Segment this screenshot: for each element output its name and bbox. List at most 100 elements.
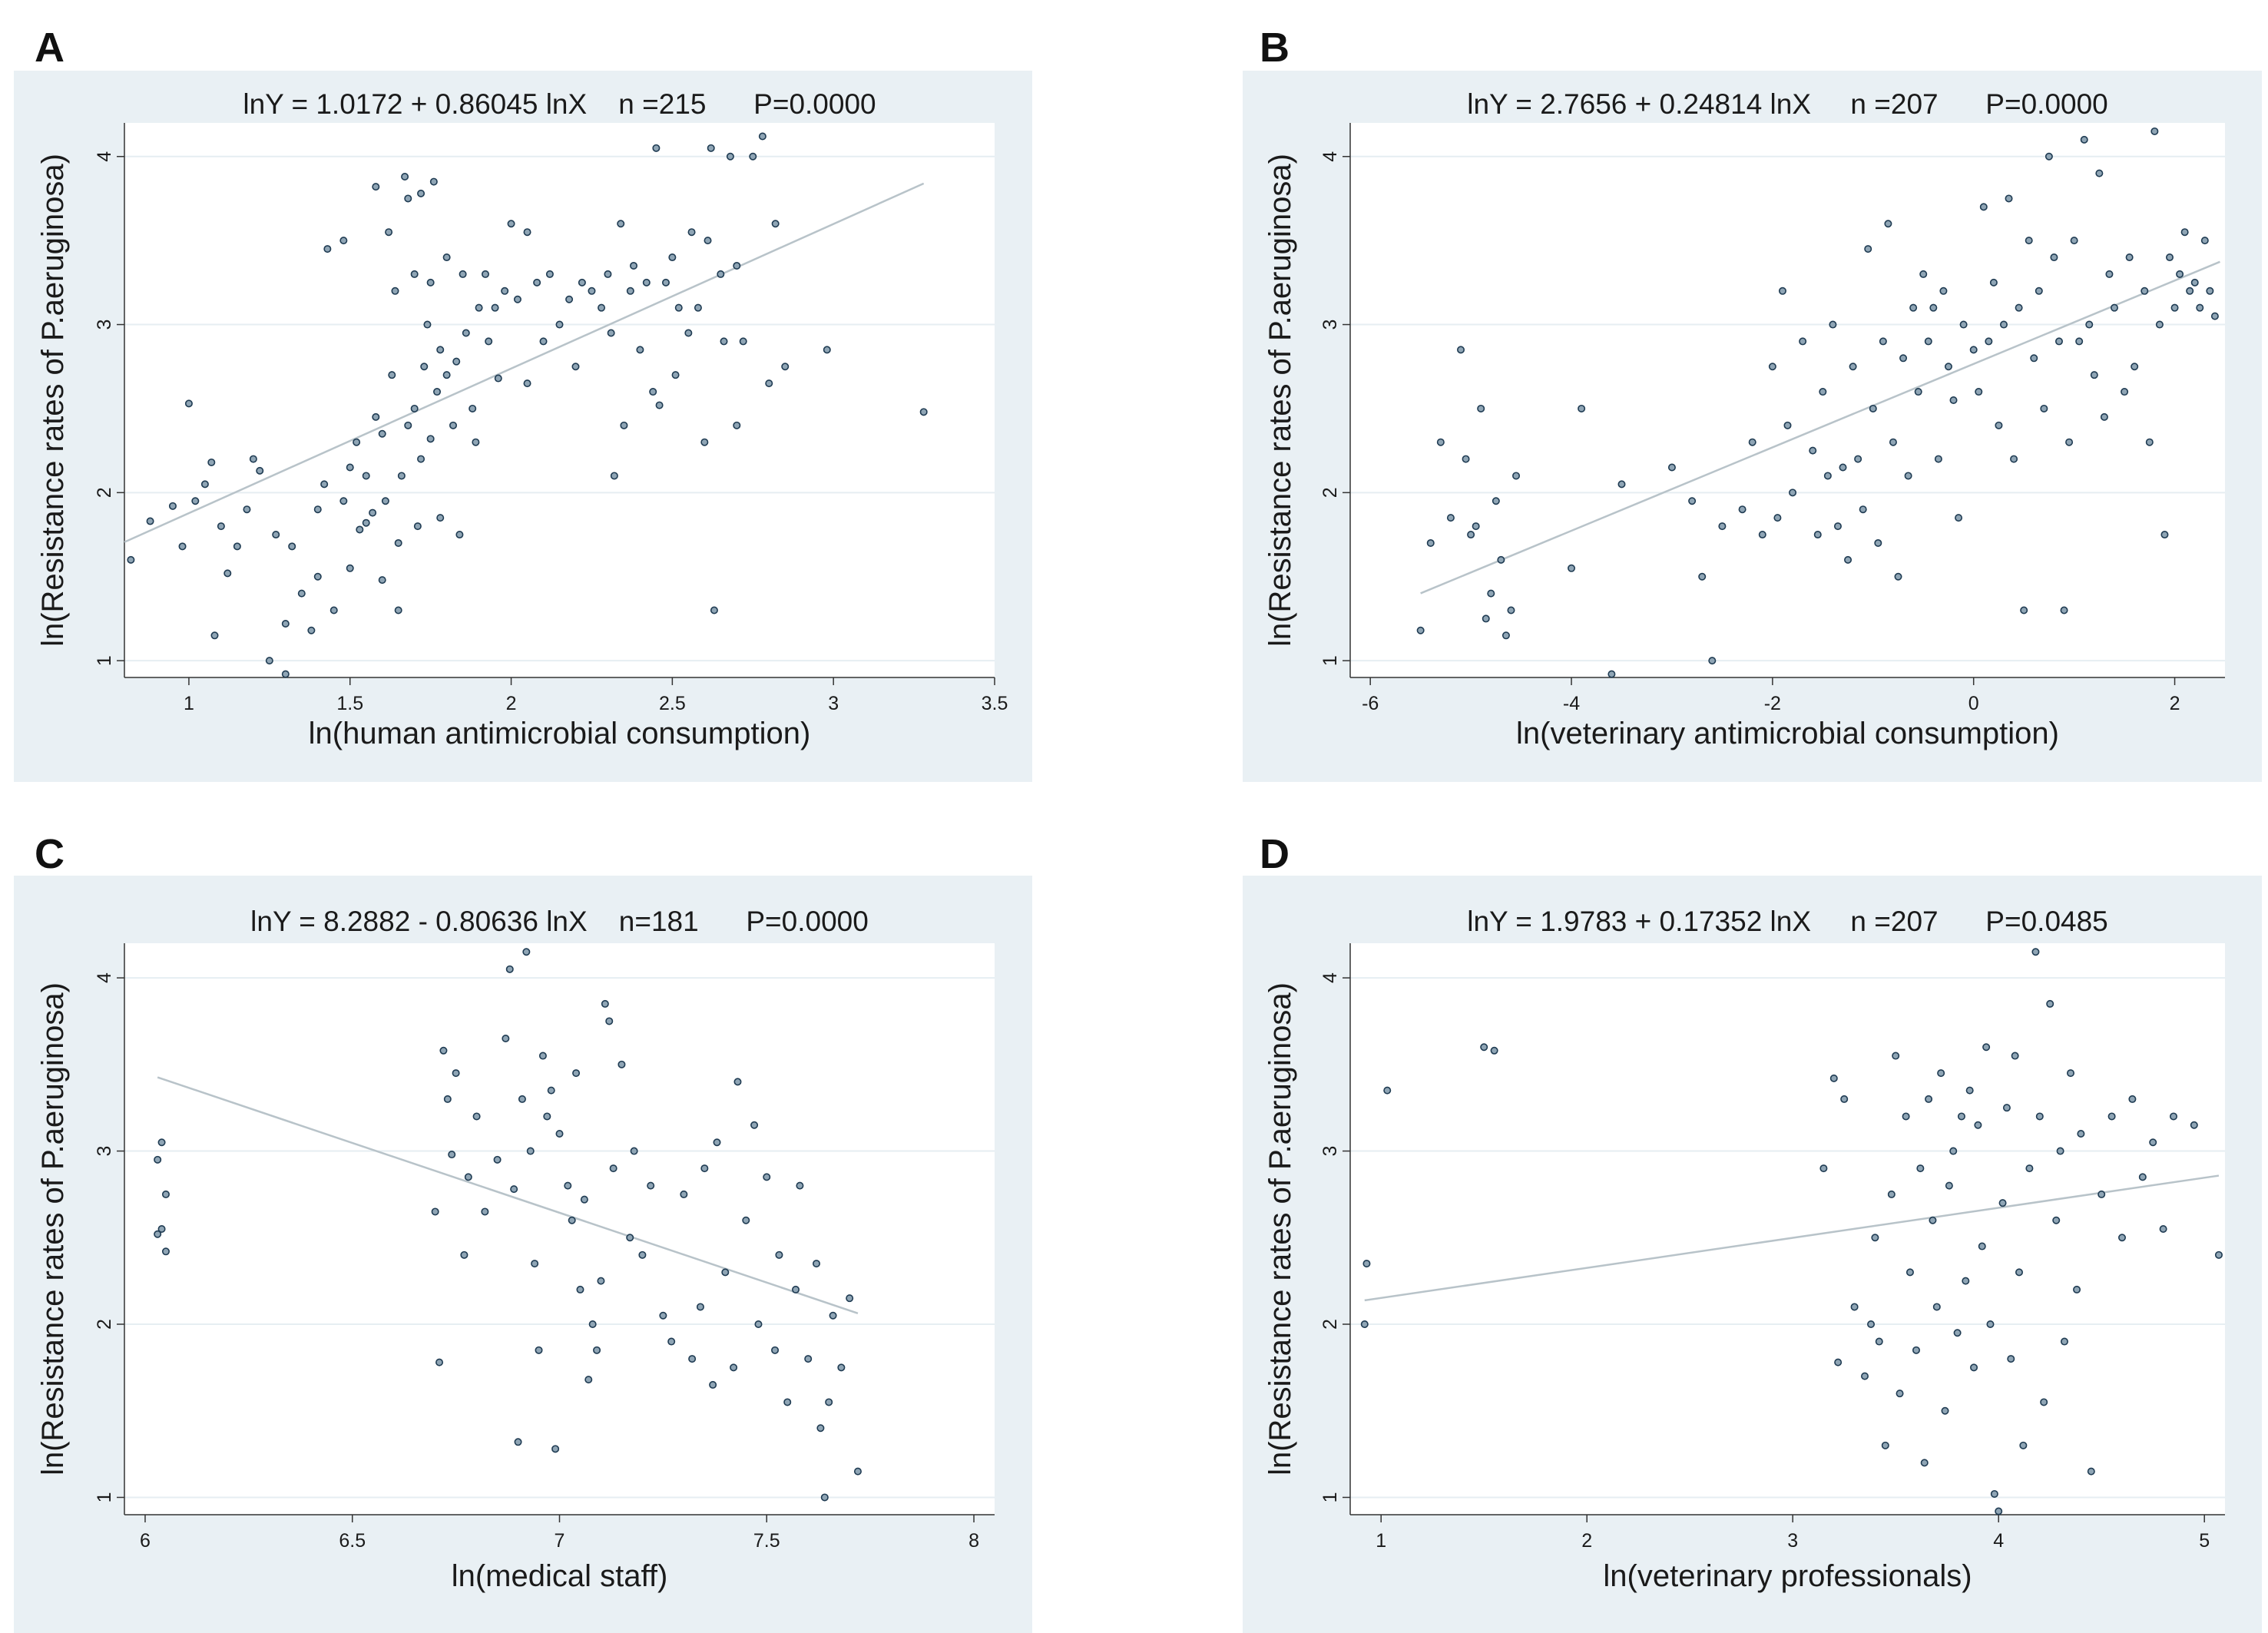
data-point: [433, 388, 442, 396]
data-point: [2170, 303, 2179, 312]
data-point: [381, 497, 389, 505]
data-point: [410, 404, 419, 412]
data-point: [652, 144, 661, 152]
data-point: [2206, 287, 2214, 295]
data-point: [1982, 1043, 1991, 1052]
data-point: [620, 421, 628, 429]
data-point: [468, 404, 477, 412]
data-point: [535, 1346, 543, 1354]
data-point: [1916, 1164, 1925, 1173]
data-point: [1799, 337, 1807, 346]
data-point: [1914, 388, 1922, 396]
data-point: [502, 1035, 510, 1043]
data-point: [313, 505, 322, 514]
data-point: [2015, 303, 2023, 312]
data-point: [1979, 203, 1988, 211]
data-point: [249, 455, 257, 463]
data-point: [200, 480, 209, 489]
data-point: [571, 363, 580, 371]
y-axis-label: ln(Resistance rates of P.aeruginosa): [1263, 154, 1297, 647]
data-point: [2065, 438, 2074, 446]
data-point: [1904, 472, 1912, 480]
data-point: [771, 220, 780, 228]
data-point: [758, 132, 766, 141]
data-point: [2214, 1250, 2223, 1259]
data-point: [617, 220, 625, 228]
data-point: [694, 303, 702, 312]
data-point: [1920, 1459, 1929, 1467]
data-point: [1925, 1095, 1933, 1103]
data-point: [207, 458, 216, 466]
data-point: [184, 399, 193, 408]
data-point: [684, 329, 693, 337]
data-point: [1383, 1086, 1392, 1095]
data-point: [1829, 320, 1837, 329]
data-point: [191, 497, 200, 505]
data-point: [713, 1138, 721, 1147]
data-point: [576, 1285, 584, 1293]
data-point: [449, 421, 458, 429]
data-point: [564, 1181, 572, 1190]
data-point: [339, 497, 348, 505]
data-point: [388, 371, 396, 379]
data-point: [1985, 337, 1993, 346]
plot-area: [124, 123, 995, 677]
data-point: [1975, 388, 1983, 396]
data-point: [1833, 522, 1842, 531]
x-axis-label: ln(veterinary antimicrobial consumption): [1516, 717, 2059, 750]
data-point: [2150, 127, 2159, 135]
chart-title: lnY = 1.0172 + 0.86045 lnX n =215 P=0.00…: [243, 88, 876, 120]
regression-line: [124, 182, 925, 543]
data-point: [1974, 1121, 1982, 1129]
data-point: [604, 270, 612, 278]
data-point: [2097, 1190, 2106, 1198]
data-point: [1480, 1043, 1488, 1052]
panel-letter: D: [1260, 831, 1290, 877]
data-point: [717, 270, 725, 278]
data-point: [1970, 1363, 1978, 1372]
data-point: [2196, 303, 2204, 312]
data-point: [1899, 354, 1908, 363]
data-point: [2035, 287, 2043, 295]
data-point: [522, 948, 531, 956]
data-point: [638, 1250, 647, 1259]
x-tick-label: -2: [1764, 693, 1781, 714]
data-point: [1698, 572, 1707, 581]
data-point: [404, 421, 412, 429]
data-point: [1667, 463, 1676, 472]
data-point: [2054, 337, 2063, 346]
data-point: [526, 1147, 535, 1155]
data-point: [733, 1078, 742, 1086]
data-point: [472, 438, 480, 446]
data-point: [2030, 354, 2038, 363]
data-point: [609, 1164, 617, 1173]
y-tick-label: 3: [1319, 320, 1341, 330]
panel-letter: A: [35, 25, 65, 71]
data-point: [813, 1260, 821, 1268]
data-point: [2046, 999, 2054, 1008]
data-point: [1738, 505, 1747, 514]
data-point: [565, 295, 574, 303]
data-point: [846, 1294, 854, 1303]
data-point: [2015, 1268, 2024, 1277]
data-point: [610, 472, 618, 480]
data-point: [265, 657, 273, 665]
data-point: [2019, 1441, 2028, 1449]
y-tick-label: 4: [1319, 972, 1341, 983]
data-point: [481, 270, 489, 278]
data-point: [538, 1052, 547, 1060]
data-point: [1957, 1112, 1965, 1121]
data-point: [551, 1445, 560, 1453]
data-point: [2141, 287, 2149, 295]
data-point: [339, 237, 348, 245]
data-point: [1839, 463, 1847, 472]
data-point: [1999, 320, 2008, 329]
data-point: [2128, 1095, 2137, 1103]
data-point: [391, 287, 399, 295]
data-point: [2002, 1104, 2011, 1112]
data-point: [435, 1358, 444, 1366]
data-point: [2005, 194, 2013, 203]
y-tick-label: 4: [94, 972, 115, 983]
data-point: [1446, 514, 1455, 522]
data-point: [1937, 1069, 1945, 1078]
